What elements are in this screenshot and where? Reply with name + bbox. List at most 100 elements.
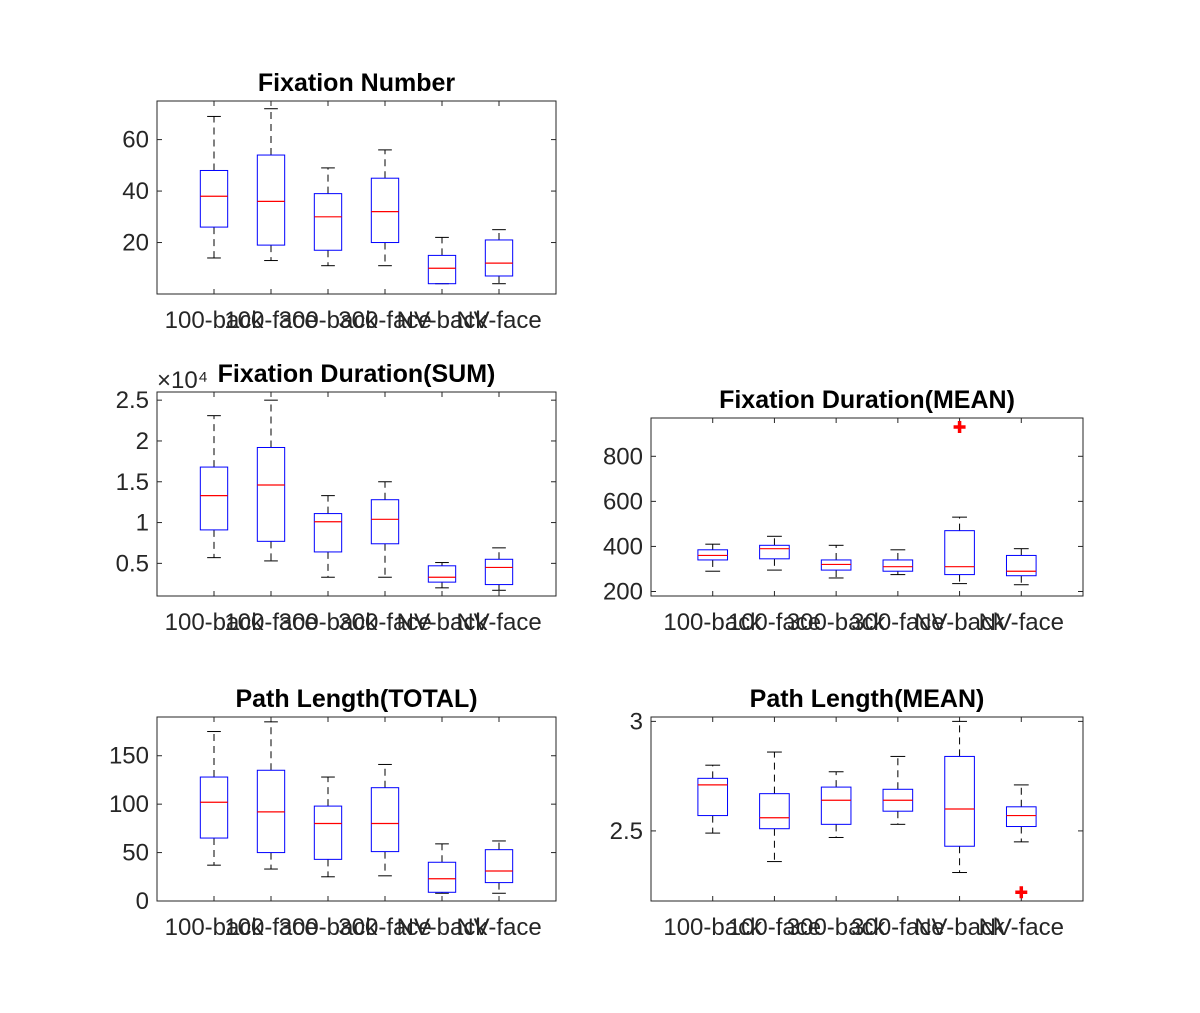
iqr-box (759, 544, 790, 560)
y-tick-label: 200 (603, 578, 643, 605)
y-tick-label: 2.5 (610, 818, 643, 845)
box-100-face (759, 751, 790, 863)
axes-box (650, 716, 1084, 902)
iqr-box (199, 466, 229, 531)
box-100-back (697, 764, 729, 834)
iqr-box (256, 154, 286, 246)
box-100-back (199, 731, 229, 866)
x-tick-label: 300-back (279, 609, 379, 636)
y-tick-label: 3 (630, 708, 643, 735)
iqr-box (484, 849, 514, 884)
subplot-4: Path Length(TOTAL) 0 50 100 150 100-back100-f… (109, 685, 557, 941)
x-tick-label: 300-back (279, 914, 379, 941)
y-tick-label: 0.5 (116, 550, 149, 577)
iqr-box (313, 193, 343, 251)
outlier-marker (953, 421, 966, 434)
iqr-box (484, 239, 514, 277)
x-tick-label: NV-face (456, 307, 541, 334)
axes-box (650, 417, 1084, 597)
subplot-2: Fixation Duration(SUM) ×10⁴ 0.5 1 1.5 2 2.5 100… (116, 360, 557, 636)
box-100-face (256, 721, 286, 870)
x-tick-label: NV-back (914, 914, 1006, 941)
x-tick-label: 100-face (728, 914, 821, 941)
box-NV-face (1005, 548, 1037, 586)
iqr-box (256, 446, 286, 542)
y-tick-label: 2 (136, 428, 149, 455)
x-tick-label: NV-face (456, 609, 541, 636)
box-300-face (370, 149, 400, 267)
box-100-back (199, 415, 229, 559)
box-100-face (256, 399, 286, 562)
x-tick-label: 300-back (279, 307, 379, 334)
axes-box (156, 391, 557, 597)
x-tick-label: NV-back (397, 307, 489, 334)
x-tick-label: NV-back (397, 609, 489, 636)
x-tick-label: 100-back (165, 307, 265, 334)
box-100-face (256, 108, 286, 262)
iqr-box (313, 513, 343, 553)
y-tick-label: 1 (136, 510, 149, 537)
chart-title: Fixation Number (258, 69, 456, 97)
x-tick-label: 100-face (224, 914, 317, 941)
y-tick-label: 0 (136, 888, 149, 915)
iqr-box (1005, 554, 1037, 577)
subplot-3: Fixation Duration(MEAN) 200 400 600 800 100-b… (603, 386, 1084, 636)
x-tick-label: 100-back (663, 914, 763, 941)
x-tick-label: 300-face (338, 307, 431, 334)
box-300-back (820, 771, 852, 838)
x-tick-label: NV-back (397, 914, 489, 941)
x-tick-label: 300-back (787, 914, 887, 941)
iqr-box (697, 777, 729, 817)
x-tick-label: 100-face (224, 609, 317, 636)
x-tick-label: 300-face (338, 914, 431, 941)
box-300-back (313, 776, 343, 878)
box-NV-back (944, 720, 975, 874)
box-300-face (882, 755, 914, 825)
y-tick-label: 400 (603, 533, 643, 560)
x-tick-label: NV-back (914, 609, 1006, 636)
box-NV-back (944, 516, 975, 585)
x-tick-label: 100-back (663, 609, 763, 636)
box-300-back (313, 495, 343, 578)
axes-box (156, 100, 557, 295)
y-tick-label: 2.5 (116, 387, 149, 414)
box-100-face (759, 535, 790, 571)
chart-title: Fixation Duration(SUM) (218, 360, 496, 388)
box-NV-face (1005, 784, 1037, 843)
x-tick-label: 300-face (851, 914, 944, 941)
chart-title: Path Length(TOTAL) (235, 685, 477, 713)
box-100-back (199, 115, 229, 259)
iqr-box (484, 558, 514, 586)
chart-title: Fixation Duration(MEAN) (719, 386, 1015, 414)
iqr-box (370, 499, 400, 545)
y-tick-label: 50 (122, 840, 149, 867)
y-tick-label: 150 (109, 743, 149, 770)
x-tick-label: 100-back (165, 914, 265, 941)
iqr-box (427, 565, 457, 583)
y-tick-label: 20 (122, 230, 149, 257)
box-NV-face (484, 229, 514, 285)
iqr-box (370, 787, 400, 853)
axes-box (156, 716, 557, 902)
y-tick-label: 40 (122, 178, 149, 205)
x-tick-label: 300-face (851, 609, 944, 636)
chart-title: Path Length(MEAN) (750, 685, 985, 713)
x-tick-label: 100-face (224, 307, 317, 334)
outlier-marker (1015, 886, 1028, 899)
y-tick-label: 60 (122, 127, 149, 154)
box-NV-face (484, 840, 514, 894)
iqr-box (759, 793, 790, 830)
x-tick-label: 100-back (165, 609, 265, 636)
box-300-face (882, 549, 914, 576)
box-NV-back (427, 562, 457, 589)
box-100-back (697, 543, 729, 572)
box-300-back (820, 544, 852, 579)
y-tick-label: 1.5 (116, 469, 149, 496)
iqr-box (1005, 806, 1037, 828)
x-tick-label: NV-face (979, 914, 1064, 941)
box-NV-face (484, 547, 514, 591)
x-tick-label: 300-face (338, 609, 431, 636)
iqr-box (199, 776, 229, 839)
box-300-face (370, 481, 400, 578)
